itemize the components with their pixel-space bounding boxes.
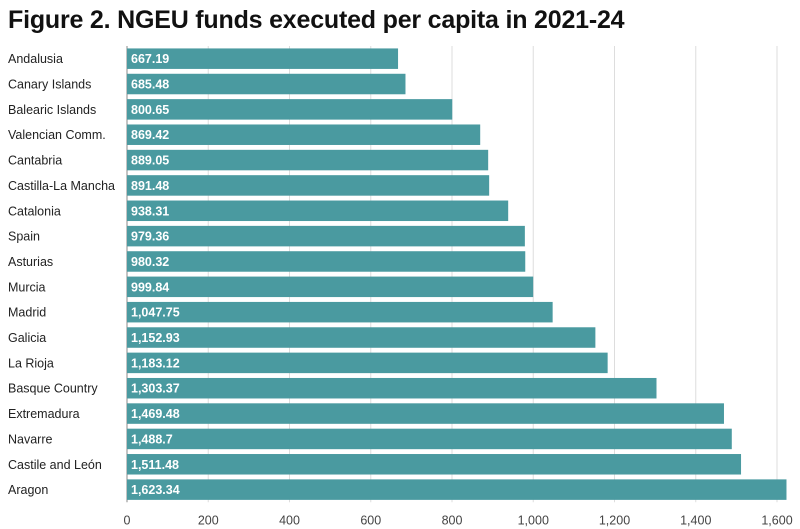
bar-value-label: 1,152.93 — [131, 331, 180, 345]
category-label: Castile and León — [8, 458, 102, 472]
bar-value-label: 800.65 — [131, 103, 169, 117]
bar — [127, 276, 534, 298]
bar — [127, 73, 406, 95]
x-tick-label: 1,000 — [518, 513, 549, 527]
category-label: Asturias — [8, 255, 53, 269]
x-tick-label: 400 — [279, 513, 300, 527]
bar — [127, 124, 481, 145]
bar — [127, 479, 787, 500]
bar — [127, 377, 657, 399]
bar-value-label: 999.84 — [131, 280, 169, 294]
x-tick-label: 600 — [360, 513, 381, 527]
category-label: Basque Country — [8, 382, 98, 396]
bar — [127, 428, 732, 450]
x-tick-label: 200 — [198, 513, 219, 527]
x-tick-label: 800 — [442, 513, 463, 527]
category-label: Castilla-La Mancha — [8, 179, 115, 193]
category-label: Aragon — [8, 483, 48, 497]
bar-value-label: 1,047.75 — [131, 306, 180, 320]
chart-title: Figure 2. NGEU funds executed per capita… — [8, 6, 625, 34]
bar-value-label: 685.48 — [131, 78, 169, 92]
bar-value-label: 979.36 — [131, 230, 169, 244]
category-labels: Andalusia Canary Islands Balearic Islands V… — [8, 52, 115, 497]
bar — [127, 454, 742, 475]
bar — [127, 200, 509, 222]
bar — [127, 99, 453, 120]
category-label: Valencian Comm. — [8, 128, 106, 142]
category-label: Navarre — [8, 432, 53, 446]
bar — [127, 301, 553, 323]
bar — [127, 327, 596, 348]
bar-value-label: 667.19 — [131, 52, 169, 66]
bar-value-label: 1,303.37 — [131, 382, 180, 396]
bar-value-label: 1,488.7 — [131, 432, 173, 446]
x-axis-ticks: 0 200 400 600 800 1,000 1,200 1,400 1,600 — [124, 513, 793, 527]
bar — [127, 225, 525, 247]
bar — [127, 48, 399, 69]
gridlines — [126, 46, 778, 503]
category-label: Canary Islands — [8, 78, 91, 92]
bar-value-label: 891.48 — [131, 179, 169, 193]
bar — [127, 352, 608, 374]
bar-value-label: 1,183.12 — [131, 356, 180, 370]
bar-value-label: 980.32 — [131, 255, 169, 269]
bar-value-label: 1,511.48 — [131, 458, 179, 472]
bars: 667.19 685.48 800.65 869.42 889.05 891.48 938.… — [127, 48, 787, 500]
category-label: Cantabria — [8, 154, 62, 168]
category-label: Balearic Islands — [8, 103, 96, 117]
category-label: Spain — [8, 230, 40, 244]
category-label: Galicia — [8, 331, 46, 345]
category-label: Catalonia — [8, 204, 61, 218]
category-label: Murcia — [8, 280, 46, 294]
category-label: Extremadura — [8, 407, 80, 421]
bar-value-label: 1,469.48 — [131, 407, 180, 421]
bar — [127, 175, 490, 196]
bar — [127, 403, 724, 424]
category-label: Andalusia — [8, 52, 63, 66]
bar-value-label: 938.31 — [131, 204, 169, 218]
bar — [127, 149, 489, 171]
category-label: Madrid — [8, 306, 46, 320]
bar-value-label: 1,623.34 — [131, 483, 180, 497]
bar — [127, 251, 526, 272]
x-tick-label: 1,400 — [680, 513, 711, 527]
category-label: La Rioja — [8, 356, 54, 370]
x-tick-label: 1,200 — [599, 513, 630, 527]
x-tick-label: 1,600 — [761, 513, 792, 527]
bar-value-label: 889.05 — [131, 154, 169, 168]
x-tick-label: 0 — [124, 513, 131, 527]
bar-value-label: 869.42 — [131, 128, 169, 142]
